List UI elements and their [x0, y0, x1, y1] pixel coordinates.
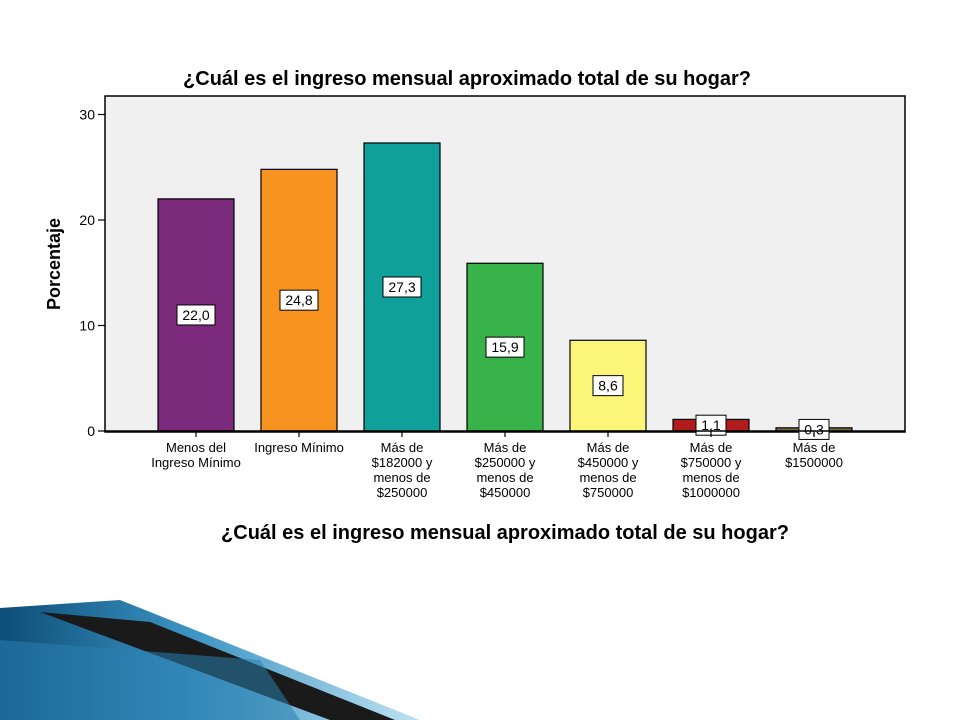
data-label: 0,3 [804, 421, 824, 437]
data-label: 1,1 [701, 417, 721, 433]
x-tick-label-line: $1000000 [682, 485, 740, 500]
x-tick-label: Ingreso Mínimo [254, 440, 344, 455]
x-tick-label-line: Más de [381, 440, 424, 455]
x-tick-label-line: Menos del [166, 440, 226, 455]
data-label-box [592, 375, 624, 397]
x-tick-label-line: Más de [484, 440, 527, 455]
x-tick-label-line: menos de [579, 470, 636, 485]
x-tick-label: Más de $450000 y menos de $750000 [578, 440, 639, 500]
y-tick-label: 0 [87, 423, 95, 439]
data-label: 22,0 [182, 307, 209, 323]
x-tick-label-line: $250000 y [475, 455, 536, 470]
x-tick-label-line: $450000 [480, 485, 531, 500]
data-label-box [279, 289, 319, 311]
y-tick-label: 30 [79, 107, 95, 123]
chart-title: ¿Cuál es el ingreso mensual aproximado t… [183, 68, 751, 90]
data-label: 8,6 [598, 378, 618, 394]
y-axis-label: Porcentaje [44, 218, 64, 310]
x-tick-label-line: $450000 y [578, 455, 639, 470]
data-label-box [382, 276, 422, 298]
data-label: 27,3 [388, 279, 415, 295]
data-label-box [798, 418, 830, 440]
y-tick-label: 20 [79, 212, 95, 228]
data-label: 15,9 [491, 339, 518, 355]
x-tick-label: Menos del Ingreso Mínimo [151, 440, 241, 470]
x-axis-label: ¿Cuál es el ingreso mensual aproximado t… [221, 522, 789, 544]
x-tick-label: Más de $250000 y menos de $450000 [475, 440, 536, 500]
data-label: 24,8 [285, 292, 312, 308]
x-tick-label-line: menos de [373, 470, 430, 485]
x-tick-label-line: Más de [690, 440, 733, 455]
x-tick-label-line: menos de [476, 470, 533, 485]
y-tick-label: 10 [79, 318, 95, 334]
x-tick-label: Más de $750000 y menos de $1000000 [681, 440, 742, 500]
x-tick-label-line: $182000 y [372, 455, 433, 470]
x-tick-label-line: $750000 [583, 485, 634, 500]
x-tick-label-line: Más de [587, 440, 630, 455]
x-tick-label: Más de $1500000 [785, 440, 843, 470]
decorative-ribbon [0, 600, 420, 720]
x-tick-label-line: $750000 y [681, 455, 742, 470]
x-tick-label-line: Más de [793, 440, 836, 455]
y-axis: 0 10 20 30 [79, 107, 105, 439]
x-tick-label-line: Ingreso Mínimo [151, 455, 241, 470]
x-tick-label: Más de $182000 y menos de $250000 [372, 440, 433, 500]
x-tick-label-line: menos de [682, 470, 739, 485]
data-label-box [176, 304, 216, 326]
x-tick-label-line: Ingreso Mínimo [254, 440, 344, 455]
x-tick-label-line: $1500000 [785, 455, 843, 470]
bars: 22,0 24,8 27,3 15,9 8,6 1,1 0,3 [157, 142, 853, 440]
data-label-box [485, 336, 525, 358]
x-tick-label-line: $250000 [377, 485, 428, 500]
